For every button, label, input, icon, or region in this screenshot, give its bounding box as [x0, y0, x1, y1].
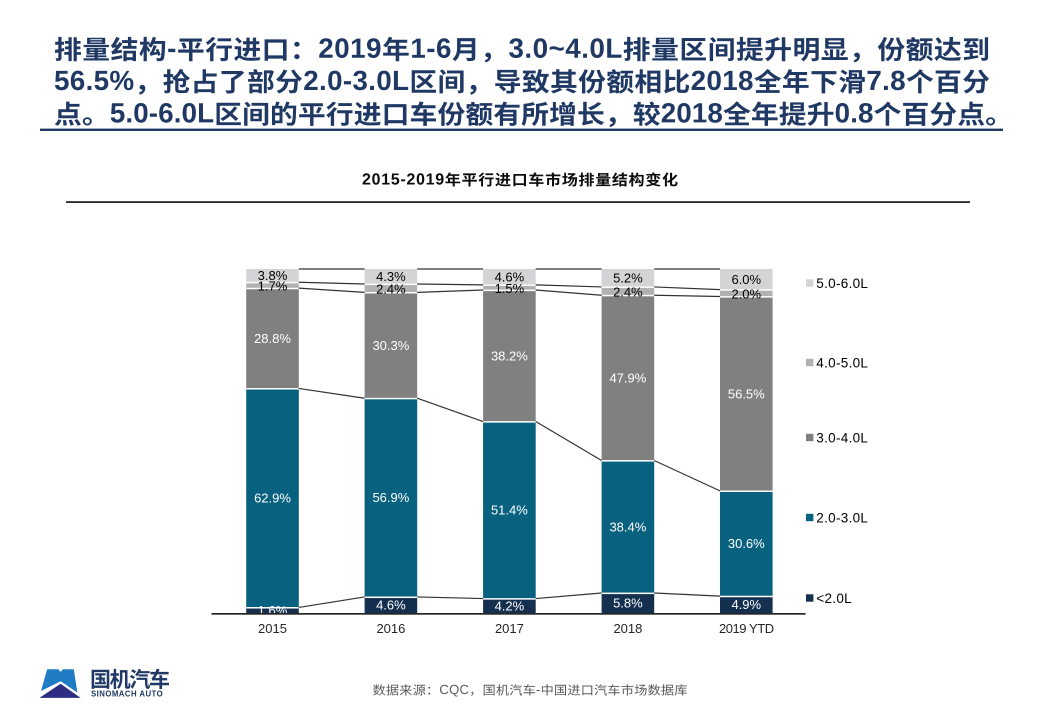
svg-text:4.6%: 4.6% — [376, 598, 406, 613]
svg-text:<2.0L: <2.0L — [816, 591, 852, 606]
svg-text:3.8%: 3.8% — [258, 268, 288, 283]
svg-text:SINOMACH AUTO: SINOMACH AUTO — [91, 689, 163, 698]
svg-text:30.3%: 30.3% — [372, 338, 409, 353]
svg-text:2015: 2015 — [258, 621, 287, 636]
svg-text:5.2%: 5.2% — [613, 271, 643, 286]
svg-text:2.0%: 2.0% — [731, 287, 761, 302]
svg-text:2019 YTD: 2019 YTD — [719, 621, 774, 636]
svg-text:4.9%: 4.9% — [731, 597, 761, 612]
svg-text:4.2%: 4.2% — [495, 598, 525, 613]
svg-text:56.5%: 56.5% — [728, 386, 765, 401]
svg-text:38.2%: 38.2% — [491, 348, 528, 363]
svg-text:28.8%: 28.8% — [254, 331, 291, 346]
svg-text:5.0-6.0L: 5.0-6.0L — [816, 276, 868, 291]
svg-text:6.0%: 6.0% — [731, 272, 761, 287]
svg-text:1.7%: 1.7% — [258, 279, 288, 294]
svg-text:38.4%: 38.4% — [609, 519, 646, 534]
svg-text:2.4%: 2.4% — [613, 285, 643, 300]
svg-text:1.5%: 1.5% — [495, 281, 525, 296]
svg-text:2016: 2016 — [376, 621, 405, 636]
svg-text:2017: 2017 — [495, 621, 524, 636]
svg-text:2018: 2018 — [613, 621, 642, 636]
svg-text:4.0-5.0L: 4.0-5.0L — [816, 355, 868, 370]
svg-text:51.4%: 51.4% — [491, 503, 528, 518]
svg-text:30.6%: 30.6% — [728, 536, 765, 551]
svg-text:5.8%: 5.8% — [613, 596, 643, 611]
svg-text:2.4%: 2.4% — [376, 282, 406, 297]
svg-text:4.6%: 4.6% — [495, 270, 525, 285]
svg-text:62.9%: 62.9% — [254, 491, 291, 506]
svg-text:2.0-3.0L: 2.0-3.0L — [816, 510, 868, 525]
svg-text:56.9%: 56.9% — [372, 490, 409, 505]
svg-text:4.3%: 4.3% — [376, 269, 406, 284]
svg-text:3.0-4.0L: 3.0-4.0L — [816, 430, 868, 445]
svg-text:47.9%: 47.9% — [609, 370, 646, 385]
